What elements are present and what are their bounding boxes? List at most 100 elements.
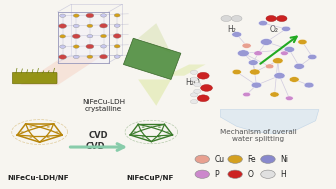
Text: O: O [248, 170, 253, 179]
Circle shape [277, 15, 287, 22]
Circle shape [260, 39, 272, 45]
Circle shape [86, 44, 94, 49]
Text: H: H [281, 170, 286, 179]
Circle shape [59, 55, 67, 59]
Circle shape [86, 13, 94, 18]
Circle shape [195, 170, 209, 178]
Circle shape [114, 55, 120, 58]
Text: NiFeCu-LDH/NF: NiFeCu-LDH/NF [7, 175, 69, 181]
Circle shape [197, 95, 209, 102]
Circle shape [242, 43, 251, 48]
Circle shape [47, 136, 50, 138]
Circle shape [21, 131, 24, 133]
Text: Fe: Fe [248, 155, 256, 164]
Circle shape [274, 73, 285, 79]
Circle shape [284, 46, 295, 53]
Circle shape [308, 54, 317, 60]
Circle shape [281, 51, 288, 56]
Circle shape [266, 15, 277, 22]
Polygon shape [138, 23, 171, 53]
Text: Cu: Cu [215, 155, 225, 164]
Text: Mechanism of overall
water splitting: Mechanism of overall water splitting [220, 129, 296, 142]
Circle shape [282, 26, 291, 31]
Circle shape [114, 24, 120, 27]
Circle shape [60, 14, 66, 17]
Circle shape [243, 92, 251, 97]
Circle shape [30, 126, 33, 128]
Text: Ni: Ni [281, 155, 288, 164]
Circle shape [232, 69, 241, 75]
Circle shape [99, 23, 108, 28]
Circle shape [251, 82, 262, 88]
Circle shape [72, 34, 80, 39]
Polygon shape [138, 80, 171, 106]
Text: H₂: H₂ [227, 25, 236, 34]
Text: P: P [215, 170, 219, 179]
Circle shape [258, 21, 268, 26]
Circle shape [73, 14, 79, 17]
Circle shape [87, 24, 93, 28]
Circle shape [113, 34, 121, 38]
Circle shape [232, 32, 242, 37]
Circle shape [261, 170, 275, 178]
Circle shape [289, 77, 299, 82]
Circle shape [232, 15, 242, 22]
Circle shape [59, 24, 67, 28]
Circle shape [100, 34, 107, 38]
Circle shape [221, 15, 232, 22]
Circle shape [60, 35, 66, 38]
FancyBboxPatch shape [12, 72, 57, 84]
Circle shape [100, 45, 107, 48]
Text: H₂O: H₂O [185, 78, 200, 87]
Circle shape [265, 64, 274, 69]
Polygon shape [220, 109, 319, 134]
Circle shape [73, 55, 79, 59]
Circle shape [298, 39, 307, 45]
Circle shape [270, 92, 279, 97]
Circle shape [100, 14, 107, 17]
Circle shape [73, 45, 79, 48]
Text: CVD: CVD [89, 131, 109, 139]
Circle shape [99, 54, 108, 59]
Text: O₂: O₂ [270, 25, 279, 34]
Circle shape [158, 126, 161, 128]
Polygon shape [58, 12, 109, 63]
Circle shape [294, 63, 304, 69]
Circle shape [304, 82, 314, 88]
Circle shape [47, 126, 50, 128]
Circle shape [191, 70, 198, 74]
Text: NiFeCu-LDH
crystalline: NiFeCu-LDH crystalline [82, 99, 125, 112]
Circle shape [30, 136, 33, 138]
Circle shape [114, 14, 120, 17]
Circle shape [191, 100, 198, 104]
Circle shape [285, 96, 293, 101]
Circle shape [228, 170, 242, 178]
Polygon shape [123, 38, 181, 80]
Circle shape [166, 131, 169, 133]
Circle shape [191, 93, 198, 97]
Circle shape [55, 131, 58, 133]
Circle shape [158, 136, 161, 138]
Circle shape [87, 34, 93, 38]
Polygon shape [20, 57, 100, 85]
Circle shape [254, 51, 262, 56]
Circle shape [142, 136, 144, 138]
Text: CVD: CVD [86, 142, 105, 151]
Circle shape [238, 50, 249, 57]
Circle shape [228, 155, 242, 163]
Circle shape [142, 126, 144, 128]
Circle shape [272, 58, 283, 64]
Circle shape [114, 45, 120, 48]
Circle shape [134, 131, 136, 133]
Circle shape [73, 24, 79, 28]
Circle shape [60, 45, 66, 48]
Circle shape [195, 155, 209, 163]
Circle shape [87, 55, 93, 58]
Circle shape [194, 89, 201, 93]
Circle shape [197, 72, 209, 79]
Circle shape [250, 69, 260, 75]
Text: NiFeCuP/NF: NiFeCuP/NF [126, 175, 173, 181]
Circle shape [261, 155, 275, 163]
Circle shape [191, 77, 198, 81]
Circle shape [194, 82, 201, 87]
